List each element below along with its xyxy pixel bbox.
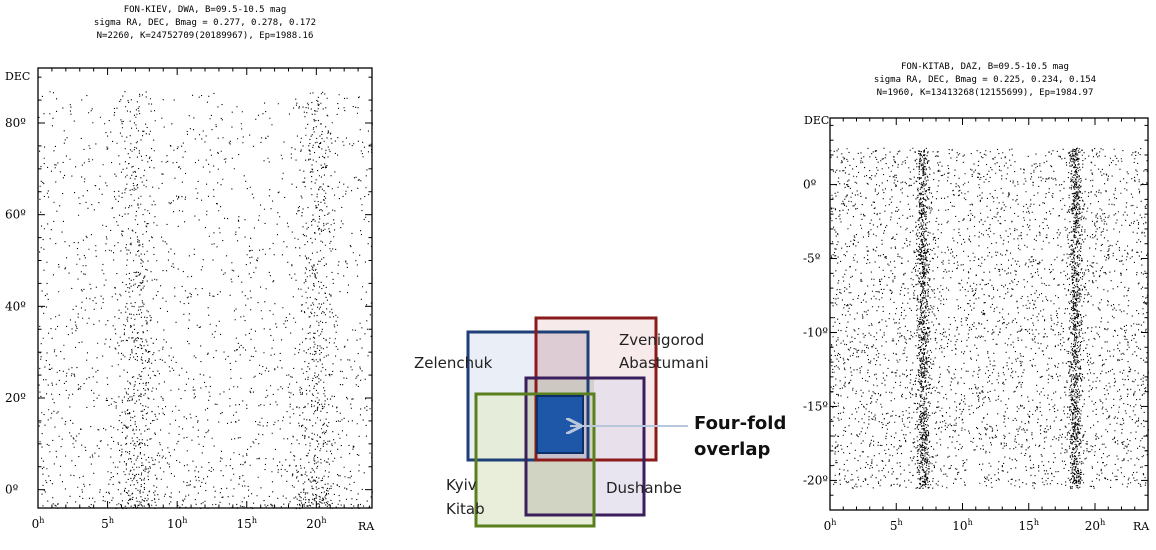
x-tick-label: 10h <box>167 516 187 531</box>
kyiv-kitab-outline <box>474 392 596 528</box>
label-zelenchuk: Zelenchuk <box>414 354 493 372</box>
y-tick-label: 0º <box>803 178 817 192</box>
x-tick-label: 5h <box>890 518 903 533</box>
y-tick-label: 80º <box>5 116 26 130</box>
dushanbe-outline <box>524 376 646 517</box>
scatter-points <box>38 91 373 510</box>
star-point <box>830 147 1149 489</box>
right-scatter-plot: 0h 5h 10h 15h 20h 0º -5º -10º -15º -20º RA DEC <box>803 114 1150 533</box>
right-plot-title-line-2: sigma RA, DEC, Bmag = 0.225, 0.234, 0.15… <box>873 75 1097 85</box>
x-tick-label: 0h <box>32 516 45 531</box>
zelenchuk-outline <box>466 330 590 462</box>
y-tick-label: 60º <box>5 208 26 222</box>
y-axis-label: DEC <box>5 70 30 83</box>
y-tick-label: -20º <box>803 473 828 487</box>
right-plot-panel: FON-KITAB, DAZ, B=09.5-10.5 mag sigma RA… <box>795 0 1156 537</box>
x-tick-label: 5h <box>101 516 114 531</box>
star-point <box>38 91 373 510</box>
left-plot-panel: FON-KIEV, DWA, B=09.5-10.5 mag sigma RA,… <box>0 0 380 537</box>
right-plot-title-line-3: N=1960, K=13413268(12155699), Ep=1984.97 <box>876 88 1094 98</box>
x-tick-label: 15h <box>237 516 257 531</box>
right-plot-title-line-1: FON-KITAB, DAZ, B=09.5-10.5 mag <box>901 62 1069 72</box>
x-tick-label: 15h <box>1019 518 1039 533</box>
y-tick-label: -10º <box>803 325 828 339</box>
label-zvenigorod: Zvenigorod <box>619 331 704 349</box>
left-plot-title-line-3: N=2260, K=24752709(20189967), Ep=1988.16 <box>96 31 314 41</box>
x-tick-label: 20h <box>1085 518 1105 533</box>
y-tick-label: -5º <box>803 252 821 266</box>
left-scatter-plot: 0h 5h 10h 15h 20h 0º 20º 40º 60º 80º RA DEC <box>5 67 375 533</box>
plot-frame <box>829 117 1149 511</box>
left-plot-title-line-2: sigma RA, DEC, Bmag = 0.277, 0.278, 0.17… <box>93 18 317 28</box>
x-tick-label: 20h <box>306 516 326 531</box>
left-plot-title-line-1: FON-KIEV, DWA, B=09.5-10.5 mag <box>123 5 287 15</box>
label-abastumani: Abastumani <box>619 354 709 372</box>
x-tick-label: 10h <box>952 518 972 533</box>
y-axis-label: DEC <box>804 114 829 127</box>
x-axis-label: RA <box>1133 520 1150 533</box>
x-tick-label: 0h <box>824 518 837 533</box>
four-fold-overlap-region <box>536 395 584 454</box>
y-tick-label: 20º <box>5 391 26 405</box>
zvenigorod-abastumani-outline <box>534 316 658 462</box>
label-kitab: Kitab <box>446 500 485 518</box>
scatter-points <box>830 147 1149 489</box>
observatory-overlap-diagram: Zelenchuk Zvenigorod Abastumani Kyiv Kit… <box>414 316 786 528</box>
label-kyiv: Kyiv <box>446 476 477 494</box>
label-four-fold: Four-fold <box>694 413 786 434</box>
y-tick-label: -15º <box>803 399 828 413</box>
x-axis-label: RA <box>358 520 375 533</box>
label-dushanbe: Dushanbe <box>606 479 682 497</box>
y-tick-label: 40º <box>5 299 26 313</box>
y-tick-label: 0º <box>5 483 19 497</box>
label-overlap: overlap <box>694 439 771 460</box>
